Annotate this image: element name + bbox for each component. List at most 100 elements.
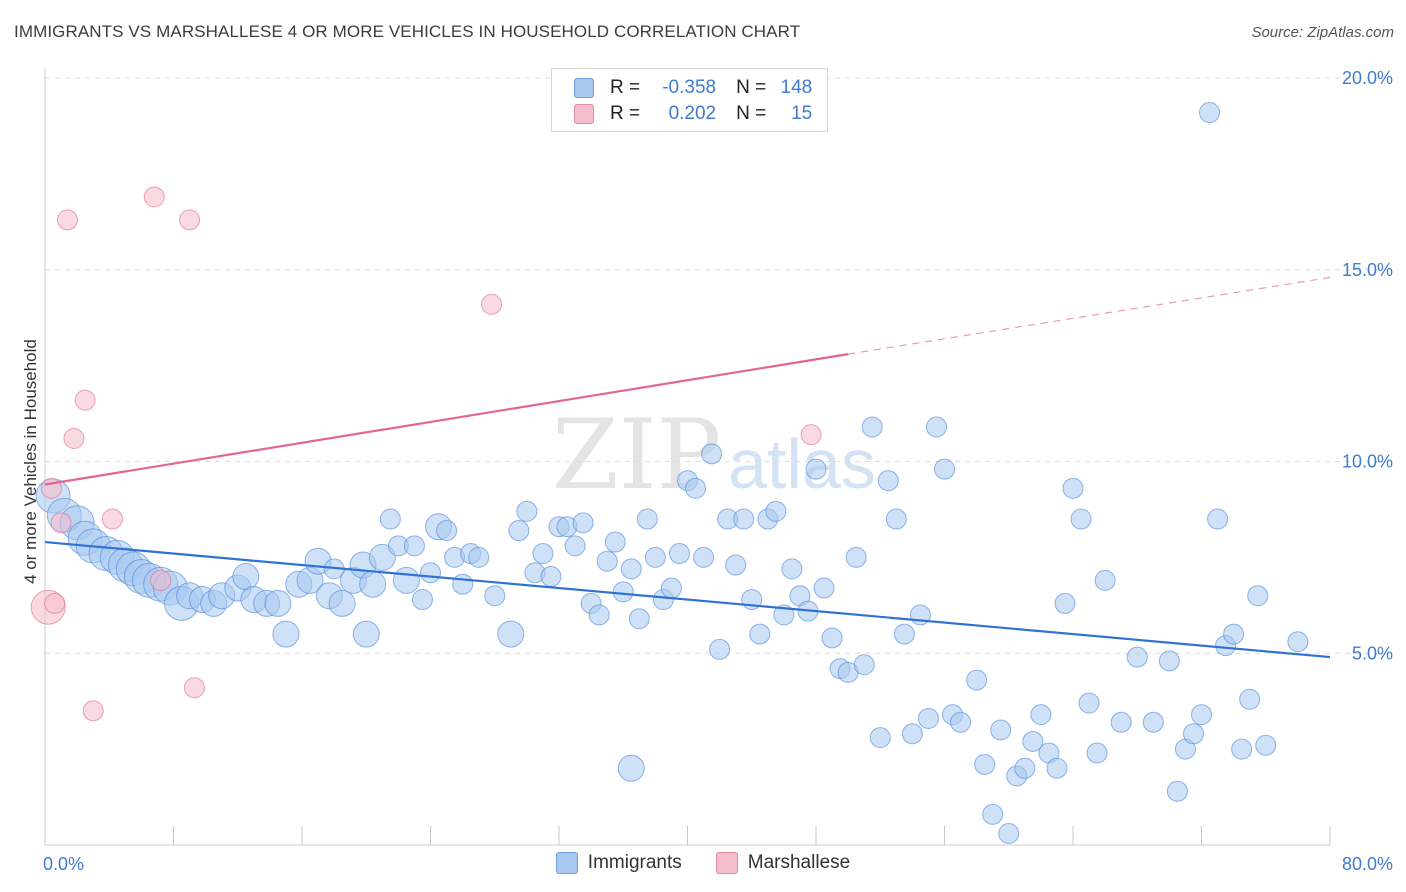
immigrants-point-124 xyxy=(1142,711,1164,733)
marshallese-point-12 xyxy=(481,293,503,315)
immigrants-point-120 xyxy=(1086,742,1108,764)
x-tick-label-min: 0.0% xyxy=(43,854,84,874)
marshallese-point-8 xyxy=(143,186,165,208)
n-label: N = xyxy=(736,77,767,98)
marshallese-trend-extension xyxy=(848,276,1331,355)
immigrants-point-32 xyxy=(352,620,380,648)
marshallese-point-5 xyxy=(63,427,85,449)
immigrants-point-104 xyxy=(950,711,972,733)
trend-lines xyxy=(44,276,1331,659)
immigrants-point-71 xyxy=(685,477,707,499)
immigrants-point-105 xyxy=(966,669,988,691)
immigrants-point-46 xyxy=(468,546,490,568)
immigrants-point-49 xyxy=(508,520,530,542)
immigrants-point-130 xyxy=(1199,102,1221,124)
marshallese-swatch xyxy=(574,104,594,124)
r-label: R = xyxy=(610,77,641,98)
immigrants-point-133 xyxy=(1223,623,1245,645)
immigrants-point-139 xyxy=(617,754,645,782)
immigrants-point-118 xyxy=(1070,508,1092,530)
immigrants-point-39 xyxy=(411,589,433,611)
x-tick-label-max: 80.0% xyxy=(1342,854,1393,874)
legend-label-marshallese: Marshallese xyxy=(747,852,851,873)
r-value: 0.202 xyxy=(668,103,717,124)
immigrants-point-22 xyxy=(264,589,292,617)
legend-item-marshallese[interactable]: Marshallese xyxy=(715,852,851,874)
immigrants-point-123 xyxy=(1126,646,1148,668)
immigrants-point-106 xyxy=(974,753,996,775)
immigrants-point-134 xyxy=(1231,738,1253,760)
r-label: R = xyxy=(610,103,641,124)
immigrants-point-112 xyxy=(1022,730,1044,752)
marshallese-point-7 xyxy=(82,700,104,722)
immigrants-point-86 xyxy=(805,458,827,480)
immigrants-point-74 xyxy=(709,638,731,660)
immigrants-point-122 xyxy=(1110,711,1132,733)
immigrants-point-82 xyxy=(773,604,795,626)
axes xyxy=(44,68,1331,846)
marshallese-legend-swatch xyxy=(715,852,738,874)
immigrants-point-69 xyxy=(668,543,690,565)
marshallese-point-1 xyxy=(44,592,66,614)
immigrants-point-81 xyxy=(765,500,787,522)
series-legend: Immigrants Marshallese xyxy=(0,852,1406,874)
immigrants-point-93 xyxy=(861,416,883,438)
immigrants-point-131 xyxy=(1207,508,1229,530)
n-label: N = xyxy=(736,103,767,124)
immigrants-point-125 xyxy=(1158,650,1180,672)
r-value: -0.358 xyxy=(662,77,717,98)
immigrants-point-108 xyxy=(990,719,1012,741)
immigrants-point-88 xyxy=(821,627,843,649)
immigrants-point-42 xyxy=(436,520,458,542)
immigrants-point-61 xyxy=(604,531,626,553)
immigrants-point-48 xyxy=(497,620,525,648)
immigrants-point-79 xyxy=(749,623,771,645)
immigrants-point-57 xyxy=(572,512,594,534)
immigrants-point-59 xyxy=(588,604,610,626)
immigrants-point-115 xyxy=(1046,757,1068,779)
immigrants-point-126 xyxy=(1166,780,1188,802)
immigrants-point-44 xyxy=(452,573,474,595)
marshallese-point-14 xyxy=(101,508,123,530)
marshallese-point-3 xyxy=(50,512,72,534)
immigrants-point-87 xyxy=(813,577,835,599)
immigrants-point-76 xyxy=(725,554,747,576)
immigrants-point-116 xyxy=(1054,592,1076,614)
immigrants-point-107 xyxy=(982,803,1004,825)
immigrants-point-62 xyxy=(612,581,634,603)
immigrants-point-117 xyxy=(1062,477,1084,499)
legend-item-immigrants[interactable]: Immigrants xyxy=(555,852,682,874)
immigrants-point-77 xyxy=(733,508,755,530)
immigrants-point-94 xyxy=(869,727,891,749)
immigrants-point-83 xyxy=(781,558,803,580)
immigrants-point-19 xyxy=(232,563,260,591)
immigrants-point-129 xyxy=(1191,704,1212,726)
immigrants-point-91 xyxy=(845,546,867,568)
tick-labels: 5.0% 10.0% 15.0% 20.0% 0.0% 80.0% 4 or more Ve… xyxy=(21,68,1393,874)
immigrants-legend-swatch xyxy=(555,852,578,874)
immigrants-point-100 xyxy=(917,707,939,729)
immigrants-point-128 xyxy=(1182,723,1204,745)
immigrants-point-73 xyxy=(701,443,723,465)
immigrants-point-135 xyxy=(1239,688,1261,710)
immigrants-point-64 xyxy=(628,608,650,630)
immigrants-point-109 xyxy=(998,822,1020,844)
immigrants-point-119 xyxy=(1078,692,1100,714)
source-label: Source: ZipAtlas.com xyxy=(1251,24,1394,41)
y-tick-label-2: 15.0% xyxy=(1342,260,1393,280)
immigrants-point-40 xyxy=(420,562,441,584)
immigrants-point-98 xyxy=(901,723,923,745)
immigrants-point-50 xyxy=(516,500,538,522)
immigrants-point-56 xyxy=(564,535,586,557)
immigrants-point-95 xyxy=(877,470,899,492)
marshallese-point-4 xyxy=(56,209,78,231)
marshallese-point-10 xyxy=(179,209,201,231)
immigrants-point-23 xyxy=(272,620,300,648)
immigrants-point-96 xyxy=(885,508,907,530)
immigrants-point-102 xyxy=(934,458,955,480)
y-tick-label-0: 5.0% xyxy=(1352,643,1393,663)
immigrants-point-72 xyxy=(693,546,715,568)
immigrants-point-29 xyxy=(328,589,356,617)
marshallese-point-6 xyxy=(74,389,96,411)
marshallese-point-11 xyxy=(183,677,205,699)
